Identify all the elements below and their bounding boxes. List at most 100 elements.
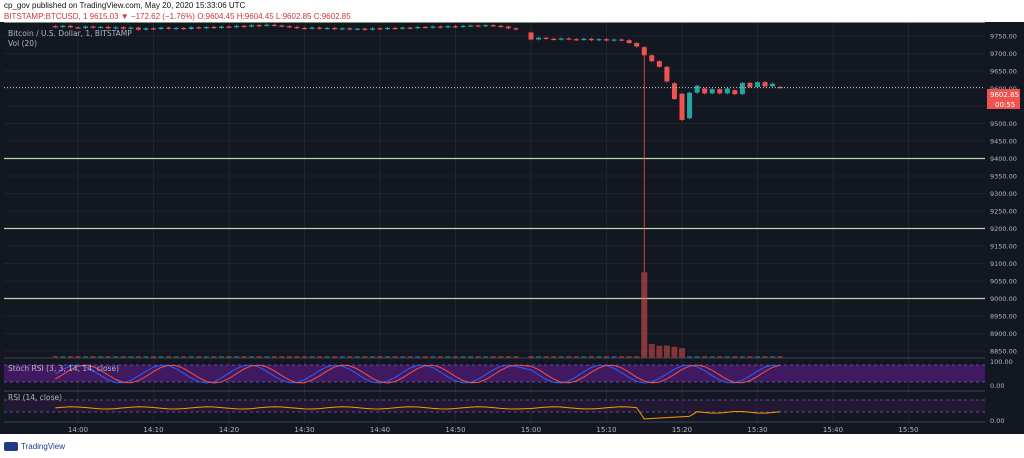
candle-body [339,28,345,30]
candle-body [271,24,277,26]
tradingview-logo-icon [4,442,18,451]
candle-body [528,32,534,40]
volume-bar [663,345,670,358]
volume-bar-small [234,356,240,358]
candle-body [166,27,172,29]
stoch-top-label: 100.00 [990,358,1013,366]
candle-body [286,26,292,28]
time-tick-label: 15:00 [521,426,541,434]
volume-bar-small [264,356,270,358]
price-tick-label: 8900.00 [990,330,1017,338]
candle-body [505,26,511,29]
candle-body [407,27,413,29]
trading-chart[interactable]: Bitcoin / U.S. Dollar, 1, BITSTAMP Vol (… [0,22,1024,434]
price-tick-label: 9750.00 [990,33,1017,41]
candle-body [551,38,557,40]
candle-body [513,28,519,30]
candle-body [369,28,375,30]
candle-body [777,86,783,89]
volume-bar-small [241,356,247,358]
candle-body [309,27,315,29]
candle-body [317,27,323,29]
volume-bar-small [369,356,375,358]
candle-body [656,61,662,67]
volume-bar-small [770,356,776,358]
price-tick-label: 8950.00 [990,313,1017,321]
volume-bar-small [302,356,307,358]
volume-bar-small [128,356,134,358]
candle-body [241,25,247,28]
candle-body [188,27,194,29]
time-tick-label: 15:50 [898,426,918,434]
candle-body [694,85,700,93]
candle-body [415,26,421,29]
volume-bar-small [249,356,255,358]
volume-bar-small [588,356,594,358]
time-axis[interactable]: 14:00 14:10 14:20 14:30 14:40 14:50 15:00 15:10… [68,426,919,434]
candle-body [256,25,262,27]
volume-bar-small [120,356,126,358]
volume-bar-small [573,356,579,358]
volume-bar-small [279,356,285,358]
candle-body [377,28,383,30]
volume-bar-small [339,356,345,358]
volume-bar-small [166,356,172,358]
candle-body [120,27,126,29]
volume-bar-small [634,356,640,358]
candle-body [483,25,489,27]
volume-bar-small [377,356,383,358]
volume-bar-small [105,356,111,358]
countdown-badge-text: 00:55 [995,101,1015,109]
volume-bar-small [619,356,625,358]
volume-bar-small [460,356,466,358]
candle-body [604,39,609,41]
candle-body [596,39,602,41]
rsi-value-label: 0.00 [990,417,1004,425]
candle-body [634,43,640,47]
stoch-rsi-pane: Stoch RSI (3, 3, 14, 14, close) 100.00 0… [4,357,1013,390]
candle-body [475,25,481,27]
price-tick-label: 9200.00 [990,225,1017,233]
candle-body [400,27,406,29]
volume-bar-small [347,356,353,358]
stoch-bottom-label: 0.00 [990,382,1004,390]
volume-bar-small [596,356,602,358]
price-tick-label: 8850.00 [990,348,1017,356]
candle-body [671,83,677,99]
volume-bar-small [151,356,156,358]
volume-bar-small [362,356,368,358]
candle-body [437,26,443,28]
candle-body [619,39,625,41]
rsi-legend: RSI (14, close) [8,393,62,402]
candle-body [264,24,270,26]
volume-bar-small [354,356,360,358]
symbol-ohlc-line: BITSTAMP:BTCUSD, 1 9615.03 ▼ −172.62 (−1… [4,12,351,21]
volume-bar-small [98,356,104,358]
price-badge-text: 9602.85 [990,91,1019,99]
volume-bar-small [709,356,715,358]
candle-body [664,66,670,82]
candle-body [158,27,164,29]
tradingview-brand: TradingView [21,442,66,451]
price-tick-label: 9000.00 [990,295,1017,303]
candle-body [536,37,542,40]
candle-body [362,28,368,30]
volume-bar-small [777,356,783,358]
volume-bar-small [694,356,700,358]
tradingview-footer[interactable]: TradingView [4,442,65,451]
volume-bar-small [437,356,443,358]
stoch-band [4,365,985,382]
volume-bar-small [626,356,632,358]
volume-bar-small [286,356,292,358]
candle-body [422,26,428,29]
candle-body [218,26,224,28]
candle-body [498,25,504,28]
candle-body [385,27,391,30]
volume-bar-small [536,356,542,358]
candle-body [573,39,579,41]
candles [52,23,783,273]
time-tick-label: 15:40 [823,426,843,434]
volume-bar-small [196,356,202,358]
candle-body [588,38,594,41]
volume-bar-small [67,356,73,358]
